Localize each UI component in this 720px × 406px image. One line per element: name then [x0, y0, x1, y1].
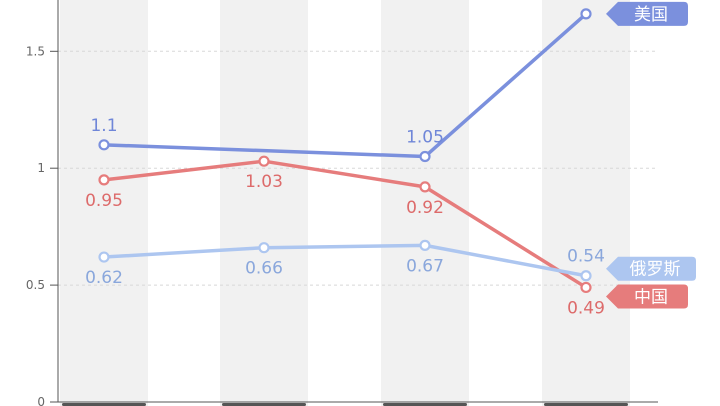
series-tag-中国: 中国: [606, 284, 688, 309]
category-tick-mark: [544, 403, 628, 406]
data-label: 0.67: [406, 256, 444, 276]
data-label: 0.66: [245, 259, 283, 279]
data-point: [580, 270, 592, 282]
data-label: 0.54: [567, 247, 605, 267]
category-band: [381, 0, 469, 406]
data-point: [258, 155, 270, 167]
category-tick-mark: [383, 403, 467, 406]
category-band: [220, 0, 308, 406]
y-tick-label: 1: [37, 161, 45, 175]
data-point: [98, 251, 110, 263]
category-tick-mark: [222, 403, 306, 406]
series-tag-label: 俄罗斯: [630, 260, 681, 280]
data-label: 0.95: [85, 191, 123, 211]
data-point: [419, 239, 431, 251]
series-line-中国: [103, 159, 587, 289]
series-tag-shape: [606, 284, 688, 309]
data-point: [98, 139, 110, 151]
data-points: [98, 8, 592, 294]
gridlines: [58, 50, 658, 286]
data-point: [419, 150, 431, 163]
y-tick-label: 1.5: [26, 44, 45, 58]
data-point: [258, 242, 270, 254]
category-band: [542, 0, 630, 406]
y-tick-label: 0.5: [26, 278, 45, 292]
series-tag-美国: 美国: [606, 1, 688, 26]
y-axis: 0 0.5 1 1.5: [26, 0, 658, 406]
category-band: [60, 0, 148, 406]
data-label: 0.62: [85, 268, 123, 288]
series-line-美国: [103, 12, 588, 159]
data-label: 1.03: [245, 172, 283, 192]
data-label: 1.1: [90, 116, 117, 136]
series-tag-shape: [606, 256, 696, 281]
series-tag-label: 美国: [634, 5, 668, 25]
series-lines: [103, 12, 588, 289]
series-tag-俄罗斯: 俄罗斯: [606, 256, 696, 281]
data-label: 1.05: [406, 128, 444, 148]
data-labels: 1.1 1.05 0.95 1.03 0.92 0.49 0.62 0.66 0.67 0.54: [85, 116, 605, 319]
data-label: 0.49: [567, 298, 605, 318]
series-tag-label: 中国: [634, 287, 668, 307]
series-line-俄罗斯: [103, 243, 587, 278]
data-point: [580, 281, 592, 294]
series-tag-shape: [606, 1, 688, 26]
data-point: [419, 181, 431, 193]
y-tick-label: 0: [37, 395, 45, 406]
data-point: [98, 174, 110, 186]
category-tick-mark: [62, 403, 146, 406]
data-point: [580, 8, 592, 20]
category-bands: [60, 0, 630, 406]
data-label: 0.92: [406, 198, 444, 218]
